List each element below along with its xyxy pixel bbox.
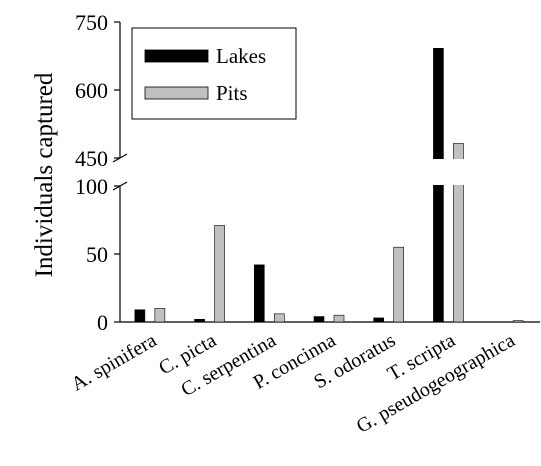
bar-lakes-3	[253, 264, 265, 323]
bar-pits-5	[393, 246, 405, 323]
y-tick-label: 600	[75, 78, 108, 103]
legend-label-pits: Pits	[216, 81, 248, 105]
bar-lakes-2	[194, 318, 205, 323]
legend-label-lakes: Lakes	[216, 44, 266, 68]
y-tick-label: 750	[75, 10, 108, 35]
y-tick-label: 50	[86, 242, 108, 267]
y-tick-label: 0	[97, 310, 108, 335]
bar-pits-2	[214, 225, 225, 323]
bar-pits-4	[333, 314, 345, 323]
bar-break-gap	[452, 159, 465, 185]
bars	[134, 47, 524, 323]
legend-box	[131, 27, 297, 120]
y-axis-label: Individuals captured	[31, 72, 58, 277]
legend-swatch-lakes	[144, 49, 209, 63]
bar-pits-3	[273, 313, 285, 323]
y-tick-label: 450	[75, 146, 108, 171]
bar-lakes-6	[433, 47, 444, 323]
x-tick-label: A. spinifera	[68, 329, 161, 395]
bar-lakes-1	[134, 309, 146, 323]
bar-pits-1	[154, 308, 166, 323]
bar-lakes-5	[373, 317, 385, 323]
bar-break-gap	[432, 159, 445, 185]
y-tick-label: 100	[75, 174, 108, 199]
legend: Lakes Pits	[131, 27, 297, 120]
y-axis-ticks: 0 50 100 450 600 750	[75, 10, 120, 335]
bar-pits-6	[453, 143, 464, 323]
legend-swatch-pits	[144, 86, 209, 100]
bar-pits-7	[512, 320, 524, 323]
bar-lakes-4	[313, 316, 325, 323]
